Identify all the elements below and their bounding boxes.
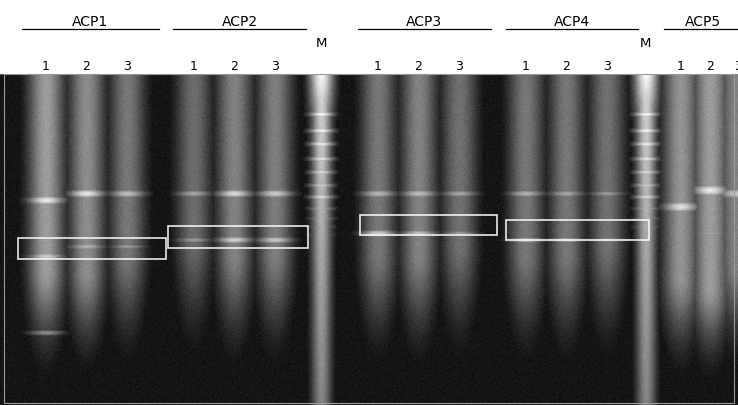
- Text: 2: 2: [83, 60, 90, 72]
- Text: M: M: [640, 37, 652, 50]
- Bar: [18, 238, 166, 260]
- Text: ACP4: ACP4: [554, 15, 590, 28]
- Bar: [4, 75, 734, 403]
- Text: ACP1: ACP1: [72, 15, 108, 28]
- Text: 3: 3: [603, 60, 610, 72]
- Text: 2: 2: [562, 60, 570, 72]
- Bar: [506, 220, 649, 241]
- Text: 3: 3: [123, 60, 131, 72]
- Text: 3: 3: [455, 60, 463, 72]
- Text: ACP2: ACP2: [222, 15, 258, 28]
- Text: ACP5: ACP5: [685, 15, 721, 28]
- Text: 1: 1: [522, 60, 529, 72]
- Text: 1: 1: [42, 60, 49, 72]
- Text: 2: 2: [230, 60, 238, 72]
- Text: 2: 2: [415, 60, 422, 72]
- Text: M: M: [315, 37, 327, 50]
- Text: 3: 3: [734, 60, 738, 72]
- Text: 1: 1: [374, 60, 382, 72]
- Bar: [168, 227, 308, 248]
- Text: 2: 2: [706, 60, 714, 72]
- Bar: [360, 215, 497, 236]
- Text: ACP3: ACP3: [407, 15, 442, 28]
- Bar: [0, 0, 738, 75]
- Text: 1: 1: [677, 60, 684, 72]
- Text: 1: 1: [190, 60, 197, 72]
- Text: 3: 3: [271, 60, 278, 72]
